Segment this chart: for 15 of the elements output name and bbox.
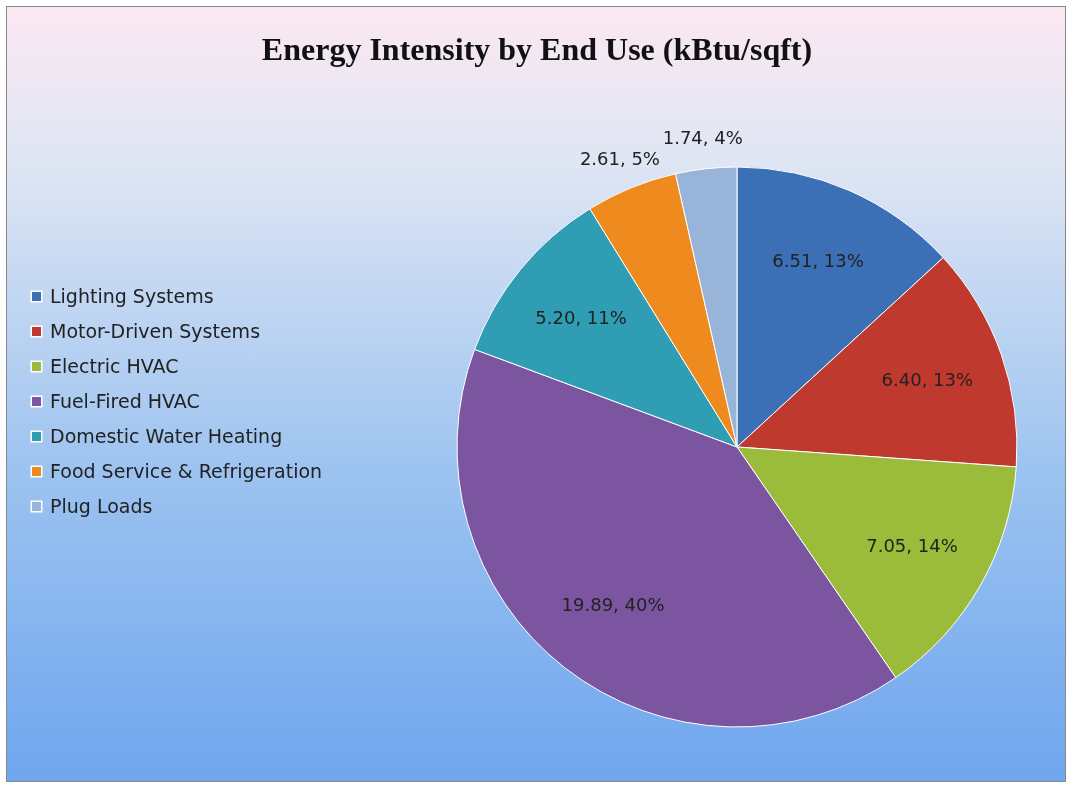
legend-label: Motor-Driven Systems xyxy=(50,319,261,342)
data-label: 6.51, 13% xyxy=(772,250,864,272)
legend-label: Food Service & Refrigeration xyxy=(50,459,323,482)
legend-label: Lighting Systems xyxy=(50,284,214,307)
data-label: 1.74, 4% xyxy=(662,126,743,148)
data-label: 2.61, 5% xyxy=(579,147,660,169)
legend-label: Plug Loads xyxy=(50,494,153,517)
legend-label: Fuel-Fired HVAC xyxy=(50,389,200,412)
data-label: 7.05, 14% xyxy=(866,535,958,557)
legend-label: Domestic Water Heating xyxy=(50,424,283,447)
legend-label: Electric HVAC xyxy=(50,354,179,377)
data-label: 19.89, 40% xyxy=(561,594,665,616)
data-label: 6.40, 13% xyxy=(881,368,974,390)
chart-title: Energy Intensity by End Use (kBtu/sqft) xyxy=(261,31,813,67)
data-label: 5.20, 11% xyxy=(535,307,627,329)
